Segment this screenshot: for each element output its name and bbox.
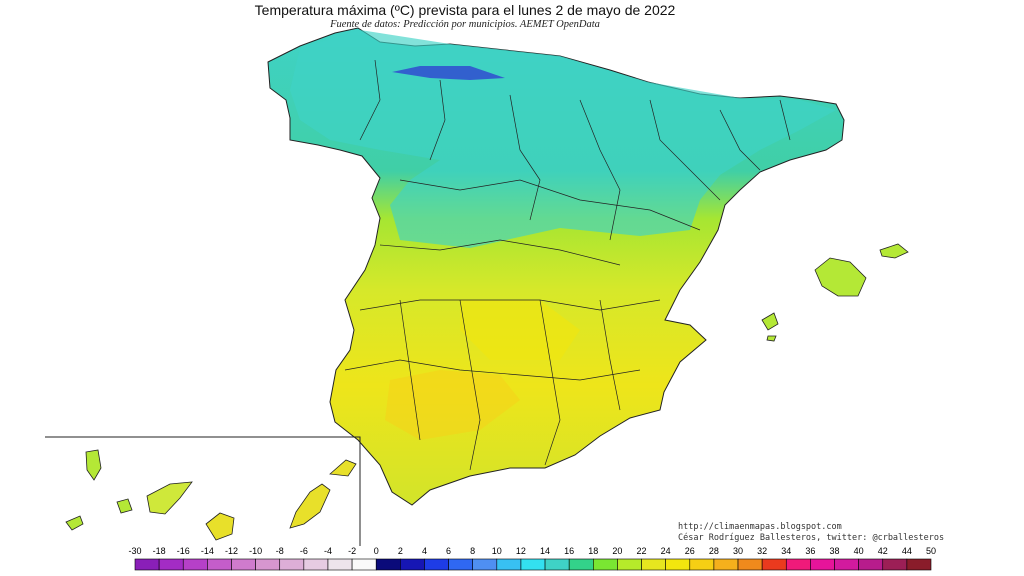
legend-swatch	[544, 558, 570, 571]
legend-tick-label: 30	[733, 546, 744, 556]
legend-swatch	[834, 558, 859, 571]
legend-tick-label: -4	[323, 546, 332, 556]
legend-tick-label: -18	[152, 546, 166, 556]
legend-tick-label: 26	[684, 546, 695, 556]
legend-tick-label: 20	[612, 546, 623, 556]
legend-tick-label: 8	[470, 546, 476, 556]
fuerteventura-island	[289, 483, 331, 529]
legend-tick-label: 0	[373, 546, 379, 556]
formentera-island	[766, 335, 777, 342]
legend-swatch	[665, 558, 691, 571]
legend-swatch	[134, 558, 160, 571]
legend-tick-label: 6	[446, 546, 452, 556]
legend-tick-label: 34	[781, 546, 792, 556]
legend-swatch	[182, 558, 208, 571]
mallorca-island	[814, 257, 867, 297]
legend-tick-label: -2	[348, 546, 357, 556]
legend-tick-label: 10	[491, 546, 502, 556]
legend-swatch	[761, 558, 787, 571]
legend-tick-label: 18	[588, 546, 599, 556]
legend-tick-label: -6	[299, 546, 308, 556]
legend-swatch	[472, 558, 498, 571]
legend-swatch	[858, 558, 884, 571]
legend-tick-label: 14	[540, 546, 551, 556]
legend-swatch	[158, 558, 184, 571]
canary-inset-frame	[45, 436, 361, 546]
data-source-subtitle: Fuente de datos: Predicción por municipi…	[330, 19, 600, 30]
legend-tick-label: 16	[564, 546, 575, 556]
legend-swatch	[424, 558, 449, 571]
el-hierro-island	[65, 515, 84, 531]
legend-swatch	[255, 558, 281, 571]
legend-tick-label: 36	[805, 546, 816, 556]
legend-tick-label: 42	[877, 546, 888, 556]
legend-swatch	[303, 558, 329, 571]
legend-tick-label: 28	[708, 546, 719, 556]
legend-swatch	[351, 558, 377, 571]
legend-swatch	[231, 558, 256, 571]
legend-swatch	[689, 558, 715, 571]
legend-tick-label: 4	[421, 546, 427, 556]
legend-swatch	[906, 558, 932, 571]
legend-tick-label: 38	[829, 546, 840, 556]
legend-tick-label: 24	[660, 546, 671, 556]
legend-swatch	[375, 558, 401, 571]
gran-canaria-island	[205, 512, 235, 541]
la-palma-island	[85, 449, 102, 481]
legend-swatch	[810, 558, 835, 571]
legend-tick-label: -12	[224, 546, 238, 556]
legend-swatch	[882, 558, 908, 571]
legend-swatch	[327, 558, 353, 571]
map-title: Temperatura máxima (ºC) prevista para el…	[254, 2, 676, 18]
legend-swatch	[713, 558, 739, 571]
legend-swatch	[207, 558, 232, 571]
legend-swatch	[593, 558, 618, 571]
legend-tick-label: 12	[515, 546, 526, 556]
legend-tick-label: 32	[757, 546, 768, 556]
legend-tick-labels: -30 -18 -16 -14 -12 -10 -8 -6 -4 -2 0 2 4 6 8 10 12 14 16 1…	[0, 546, 1024, 558]
legend-swatch	[400, 558, 425, 571]
blog-url[interactable]: http://climaenmapas.blogspot.com	[678, 522, 842, 532]
color-legend	[134, 558, 932, 571]
legend-tick-label: -30	[128, 546, 142, 556]
menorca-island	[879, 243, 909, 259]
legend-tick-label: 40	[853, 546, 864, 556]
legend-swatch	[737, 558, 763, 571]
legend-tick-label: 50	[925, 546, 937, 556]
legend-swatch	[617, 558, 642, 571]
author-credit: César Rodríguez Ballesteros, twitter: @c…	[678, 533, 945, 543]
legend-tick-label: -14	[200, 546, 214, 556]
legend-swatch	[568, 558, 594, 571]
legend-swatch	[520, 558, 546, 571]
legend-swatch	[448, 558, 473, 571]
tenerife-island	[146, 481, 193, 515]
legend-swatch	[641, 558, 666, 571]
legend-swatch	[279, 558, 305, 571]
lanzarote-island	[329, 459, 357, 477]
ibiza-island	[761, 312, 779, 331]
legend-tick-label: -16	[176, 546, 190, 556]
legend-tick-label: 44	[901, 546, 912, 556]
legend-tick-label: -8	[275, 546, 284, 556]
la-gomera-island	[116, 498, 133, 514]
legend-swatch	[785, 558, 811, 571]
legend-tick-label: 2	[397, 546, 403, 556]
legend-tick-label: 22	[636, 546, 647, 556]
legend-swatch	[496, 558, 522, 571]
legend-tick-label: -10	[249, 546, 263, 556]
